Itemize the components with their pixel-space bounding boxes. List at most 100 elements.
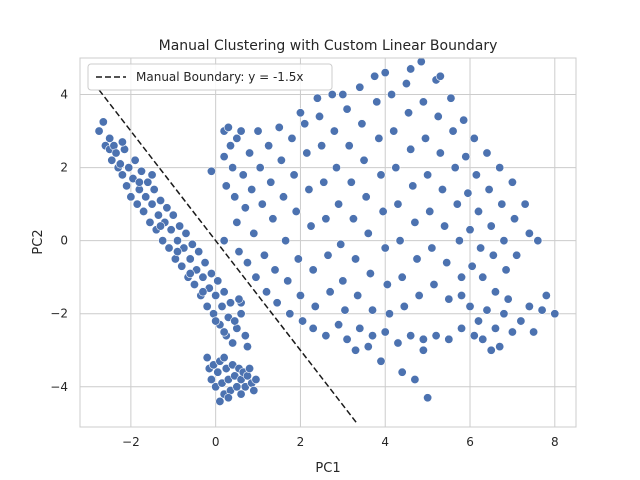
data-point: [245, 148, 255, 158]
data-point: [211, 290, 221, 300]
y-axis-label: PC2: [31, 229, 46, 254]
data-point: [130, 155, 140, 165]
data-point: [247, 185, 257, 195]
data-point: [412, 254, 422, 264]
data-point: [234, 294, 244, 304]
data-point: [476, 243, 486, 253]
data-point: [529, 327, 539, 337]
data-point: [319, 177, 329, 187]
data-point: [423, 170, 433, 180]
data-point: [211, 316, 221, 326]
y-tick-label: 2: [60, 161, 68, 175]
data-point: [251, 375, 261, 385]
data-point: [355, 82, 365, 92]
data-point: [228, 338, 238, 348]
data-point: [215, 396, 225, 406]
x-tick-label: 0: [212, 435, 220, 449]
data-point: [198, 272, 208, 282]
data-point: [418, 97, 428, 107]
data-point: [139, 206, 149, 216]
data-point: [331, 163, 341, 173]
data-point: [213, 367, 223, 377]
data-point: [147, 199, 157, 209]
data-point: [478, 334, 488, 344]
data-point: [507, 327, 517, 337]
data-point: [486, 221, 496, 231]
data-point: [435, 148, 445, 158]
data-point: [473, 316, 483, 326]
data-point: [510, 214, 520, 224]
data-point: [437, 185, 447, 195]
y-axis-ticks: −4 −2 0 2 4: [50, 88, 68, 394]
data-point: [465, 225, 475, 235]
data-point: [111, 148, 121, 158]
data-point: [124, 163, 134, 173]
data-point: [334, 320, 344, 330]
data-point: [353, 290, 363, 300]
data-point: [156, 221, 166, 231]
data-point: [181, 228, 191, 238]
data-point: [384, 309, 394, 319]
data-point: [283, 276, 293, 286]
y-tick-label: 4: [60, 88, 68, 102]
data-point: [408, 181, 418, 191]
data-point: [185, 269, 195, 279]
data-point: [306, 221, 316, 231]
data-point: [376, 356, 386, 366]
data-point: [107, 155, 117, 165]
data-point: [310, 301, 320, 311]
data-point: [490, 323, 500, 333]
data-point: [516, 316, 526, 326]
data-point: [450, 163, 460, 173]
data-point: [342, 334, 352, 344]
data-point: [281, 236, 291, 246]
data-point: [418, 334, 428, 344]
data-point: [507, 177, 517, 187]
data-point: [387, 90, 397, 100]
data-point: [336, 239, 346, 249]
data-point: [264, 141, 274, 151]
data-point: [177, 261, 187, 271]
data-point: [242, 342, 252, 352]
data-point: [295, 290, 305, 300]
data-point: [219, 287, 229, 297]
data-point: [520, 199, 530, 209]
data-point: [219, 236, 229, 246]
data-point: [482, 148, 492, 158]
data-point: [463, 188, 473, 198]
data-point: [249, 385, 259, 395]
data-point: [363, 228, 373, 238]
data-point: [351, 254, 361, 264]
data-point: [488, 250, 498, 260]
data-point: [200, 258, 210, 268]
data-point: [232, 133, 242, 143]
data-point: [287, 133, 297, 143]
data-point: [136, 166, 146, 176]
data-point: [278, 192, 288, 202]
data-point: [342, 104, 352, 114]
data-point: [293, 254, 303, 264]
data-point: [365, 269, 375, 279]
data-point: [198, 287, 208, 297]
data-point: [300, 119, 310, 129]
data-point: [344, 141, 354, 151]
chart-title: Manual Clustering with Custom Linear Bou…: [159, 38, 498, 54]
data-point: [291, 206, 301, 216]
data-point: [401, 79, 411, 89]
data-point: [550, 309, 560, 319]
data-point: [115, 159, 125, 169]
data-point: [414, 290, 424, 300]
data-point: [122, 181, 132, 191]
data-point: [359, 155, 369, 165]
data-point: [448, 126, 458, 136]
data-point: [380, 327, 390, 337]
data-point: [308, 323, 318, 333]
data-point: [143, 177, 153, 187]
data-point: [378, 206, 388, 216]
data-point: [145, 217, 155, 227]
data-point: [471, 170, 481, 180]
data-point: [206, 166, 216, 176]
data-point: [262, 287, 272, 297]
data-point: [482, 305, 492, 315]
x-axis-ticks: −2 0 2 4 6 8: [122, 435, 559, 449]
